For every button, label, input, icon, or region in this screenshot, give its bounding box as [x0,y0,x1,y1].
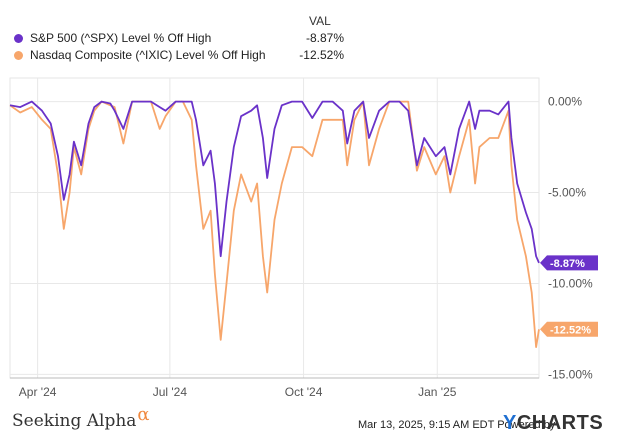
legend-item-value: -8.87% [305,31,344,45]
end-value-badge [540,255,598,271]
y-tick-label: -5.00% [548,186,586,200]
legend-dot-icon [14,34,23,43]
series-line-spx [9,100,540,264]
alpha-icon: α [137,404,150,425]
legend-item-value: -12.52% [299,48,344,62]
timestamp: Mar 13, 2025, 9:15 AM EDT Powered by [358,419,556,431]
y-tick-label: 0.00% [548,95,582,109]
ycharts-logo: YCHARTS [503,412,603,435]
series-line-ixic [9,100,540,348]
x-tick-label: Jul '24 [153,385,188,399]
legend-dot-icon [14,51,23,60]
brand-text: Seeking Alpha [12,411,137,431]
x-tick-label: Oct '24 [285,385,323,399]
x-tick-label: Apr '24 [19,385,57,399]
ycharts-y-mark: Y [503,412,517,434]
y-tick-label: -15.00% [548,367,593,381]
end-value-label: -12.52% [550,324,591,336]
ycharts-text: CHARTS [516,412,604,434]
legend-item-label: Nasdaq Composite (^IXIC) Level % Off Hig… [30,48,266,62]
y-tick-label: -10.00% [548,276,593,290]
end-value-label: -8.87% [550,258,585,270]
x-tick-label: Jan '25 [418,385,457,399]
legend-item-label: S&P 500 (^SPX) Level % Off High [30,31,212,45]
legend-value-header: VAL [309,14,331,28]
legend-item-ixic[interactable]: Nasdaq Composite (^IXIC) Level % Off Hig… [14,48,344,64]
legend-item-spx[interactable]: S&P 500 (^SPX) Level % Off High -8.87% [14,31,344,47]
end-value-badge [540,321,598,337]
seeking-alpha-logo: Seeking Alphaα [12,404,150,431]
